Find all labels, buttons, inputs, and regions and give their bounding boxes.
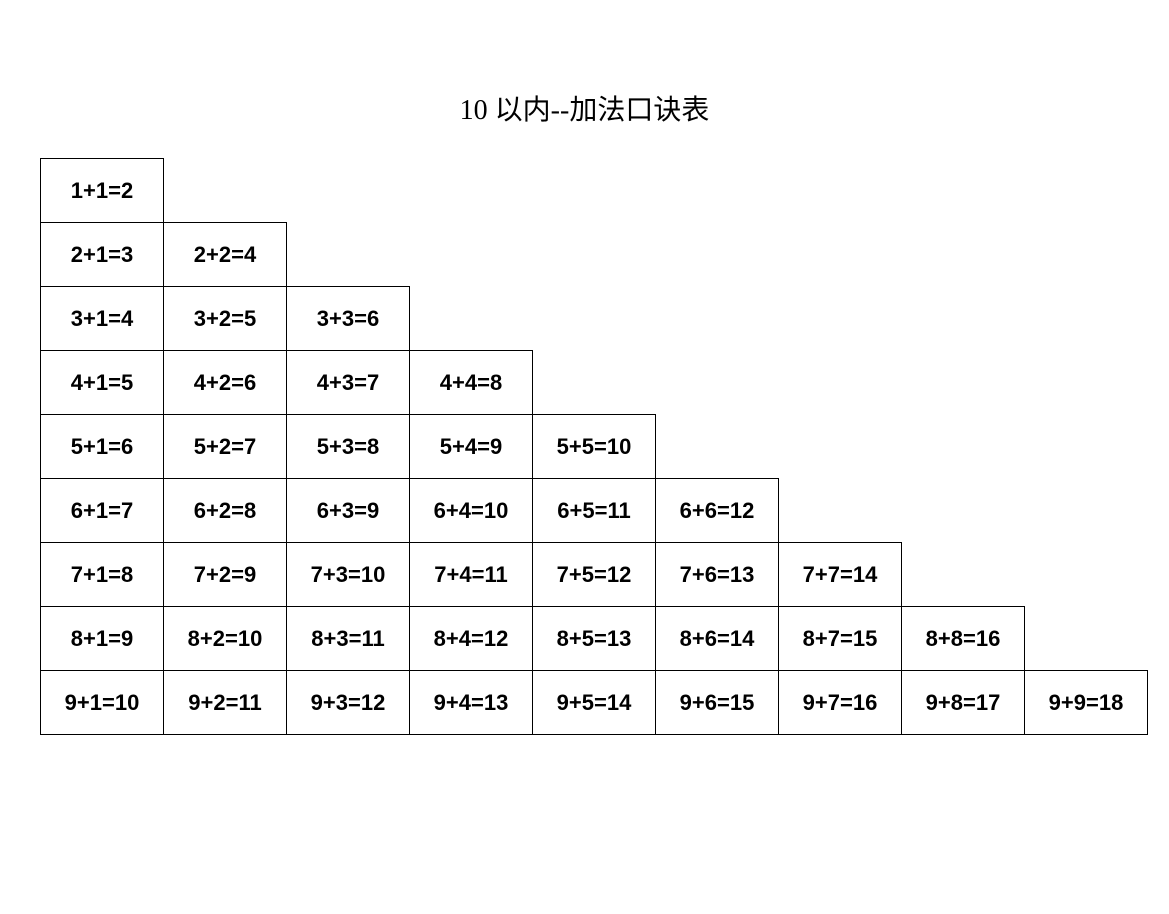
table-cell: 8+6=14 — [655, 606, 779, 671]
table-cell: 7+4=11 — [409, 542, 533, 607]
table-cell: 9+9=18 — [1024, 670, 1148, 735]
table-cell: 3+3=6 — [286, 286, 410, 351]
table-cell: 8+5=13 — [532, 606, 656, 671]
table-cell: 2+2=4 — [163, 222, 287, 287]
table-cell: 9+1=10 — [40, 670, 164, 735]
addition-table: 1+1=2 2+1=3 2+2=4 3+1=4 3+2=5 3+3=6 4+1=… — [40, 158, 1169, 734]
table-row: 6+1=7 6+2=8 6+3=9 6+4=10 6+5=11 6+6=12 — [40, 478, 1169, 542]
table-cell: 6+2=8 — [163, 478, 287, 543]
table-cell: 5+1=6 — [40, 414, 164, 479]
table-cell: 9+5=14 — [532, 670, 656, 735]
table-row: 1+1=2 — [40, 158, 1169, 222]
table-cell: 7+1=8 — [40, 542, 164, 607]
table-cell: 8+1=9 — [40, 606, 164, 671]
table-row: 5+1=6 5+2=7 5+3=8 5+4=9 5+5=10 — [40, 414, 1169, 478]
table-cell: 9+4=13 — [409, 670, 533, 735]
table-cell: 7+3=10 — [286, 542, 410, 607]
table-cell: 6+3=9 — [286, 478, 410, 543]
table-cell: 4+4=8 — [409, 350, 533, 415]
table-cell: 8+8=16 — [901, 606, 1025, 671]
table-cell: 8+4=12 — [409, 606, 533, 671]
table-cell: 3+1=4 — [40, 286, 164, 351]
table-cell: 9+3=12 — [286, 670, 410, 735]
table-cell: 3+2=5 — [163, 286, 287, 351]
table-cell: 6+4=10 — [409, 478, 533, 543]
table-row: 7+1=8 7+2=9 7+3=10 7+4=11 7+5=12 7+6=13 … — [40, 542, 1169, 606]
table-cell: 2+1=3 — [40, 222, 164, 287]
table-cell: 1+1=2 — [40, 158, 164, 223]
table-cell: 5+3=8 — [286, 414, 410, 479]
table-cell: 8+3=11 — [286, 606, 410, 671]
page-title: 10 以内--加法口诀表 — [0, 88, 1169, 128]
table-row: 4+1=5 4+2=6 4+3=7 4+4=8 — [40, 350, 1169, 414]
table-cell: 4+2=6 — [163, 350, 287, 415]
table-cell: 5+4=9 — [409, 414, 533, 479]
table-cell: 8+2=10 — [163, 606, 287, 671]
table-cell: 7+5=12 — [532, 542, 656, 607]
table-cell: 8+7=15 — [778, 606, 902, 671]
table-cell: 5+2=7 — [163, 414, 287, 479]
table-row: 9+1=10 9+2=11 9+3=12 9+4=13 9+5=14 9+6=1… — [40, 670, 1169, 734]
table-cell: 9+7=16 — [778, 670, 902, 735]
table-row: 3+1=4 3+2=5 3+3=6 — [40, 286, 1169, 350]
table-cell: 9+2=11 — [163, 670, 287, 735]
table-cell: 9+6=15 — [655, 670, 779, 735]
table-cell: 7+6=13 — [655, 542, 779, 607]
table-cell: 4+3=7 — [286, 350, 410, 415]
table-cell: 6+5=11 — [532, 478, 656, 543]
table-row: 8+1=9 8+2=10 8+3=11 8+4=12 8+5=13 8+6=14… — [40, 606, 1169, 670]
table-cell: 9+8=17 — [901, 670, 1025, 735]
table-cell: 5+5=10 — [532, 414, 656, 479]
table-cell: 6+1=7 — [40, 478, 164, 543]
table-cell: 4+1=5 — [40, 350, 164, 415]
table-cell: 7+2=9 — [163, 542, 287, 607]
table-row: 2+1=3 2+2=4 — [40, 222, 1169, 286]
table-cell: 7+7=14 — [778, 542, 902, 607]
table-cell: 6+6=12 — [655, 478, 779, 543]
